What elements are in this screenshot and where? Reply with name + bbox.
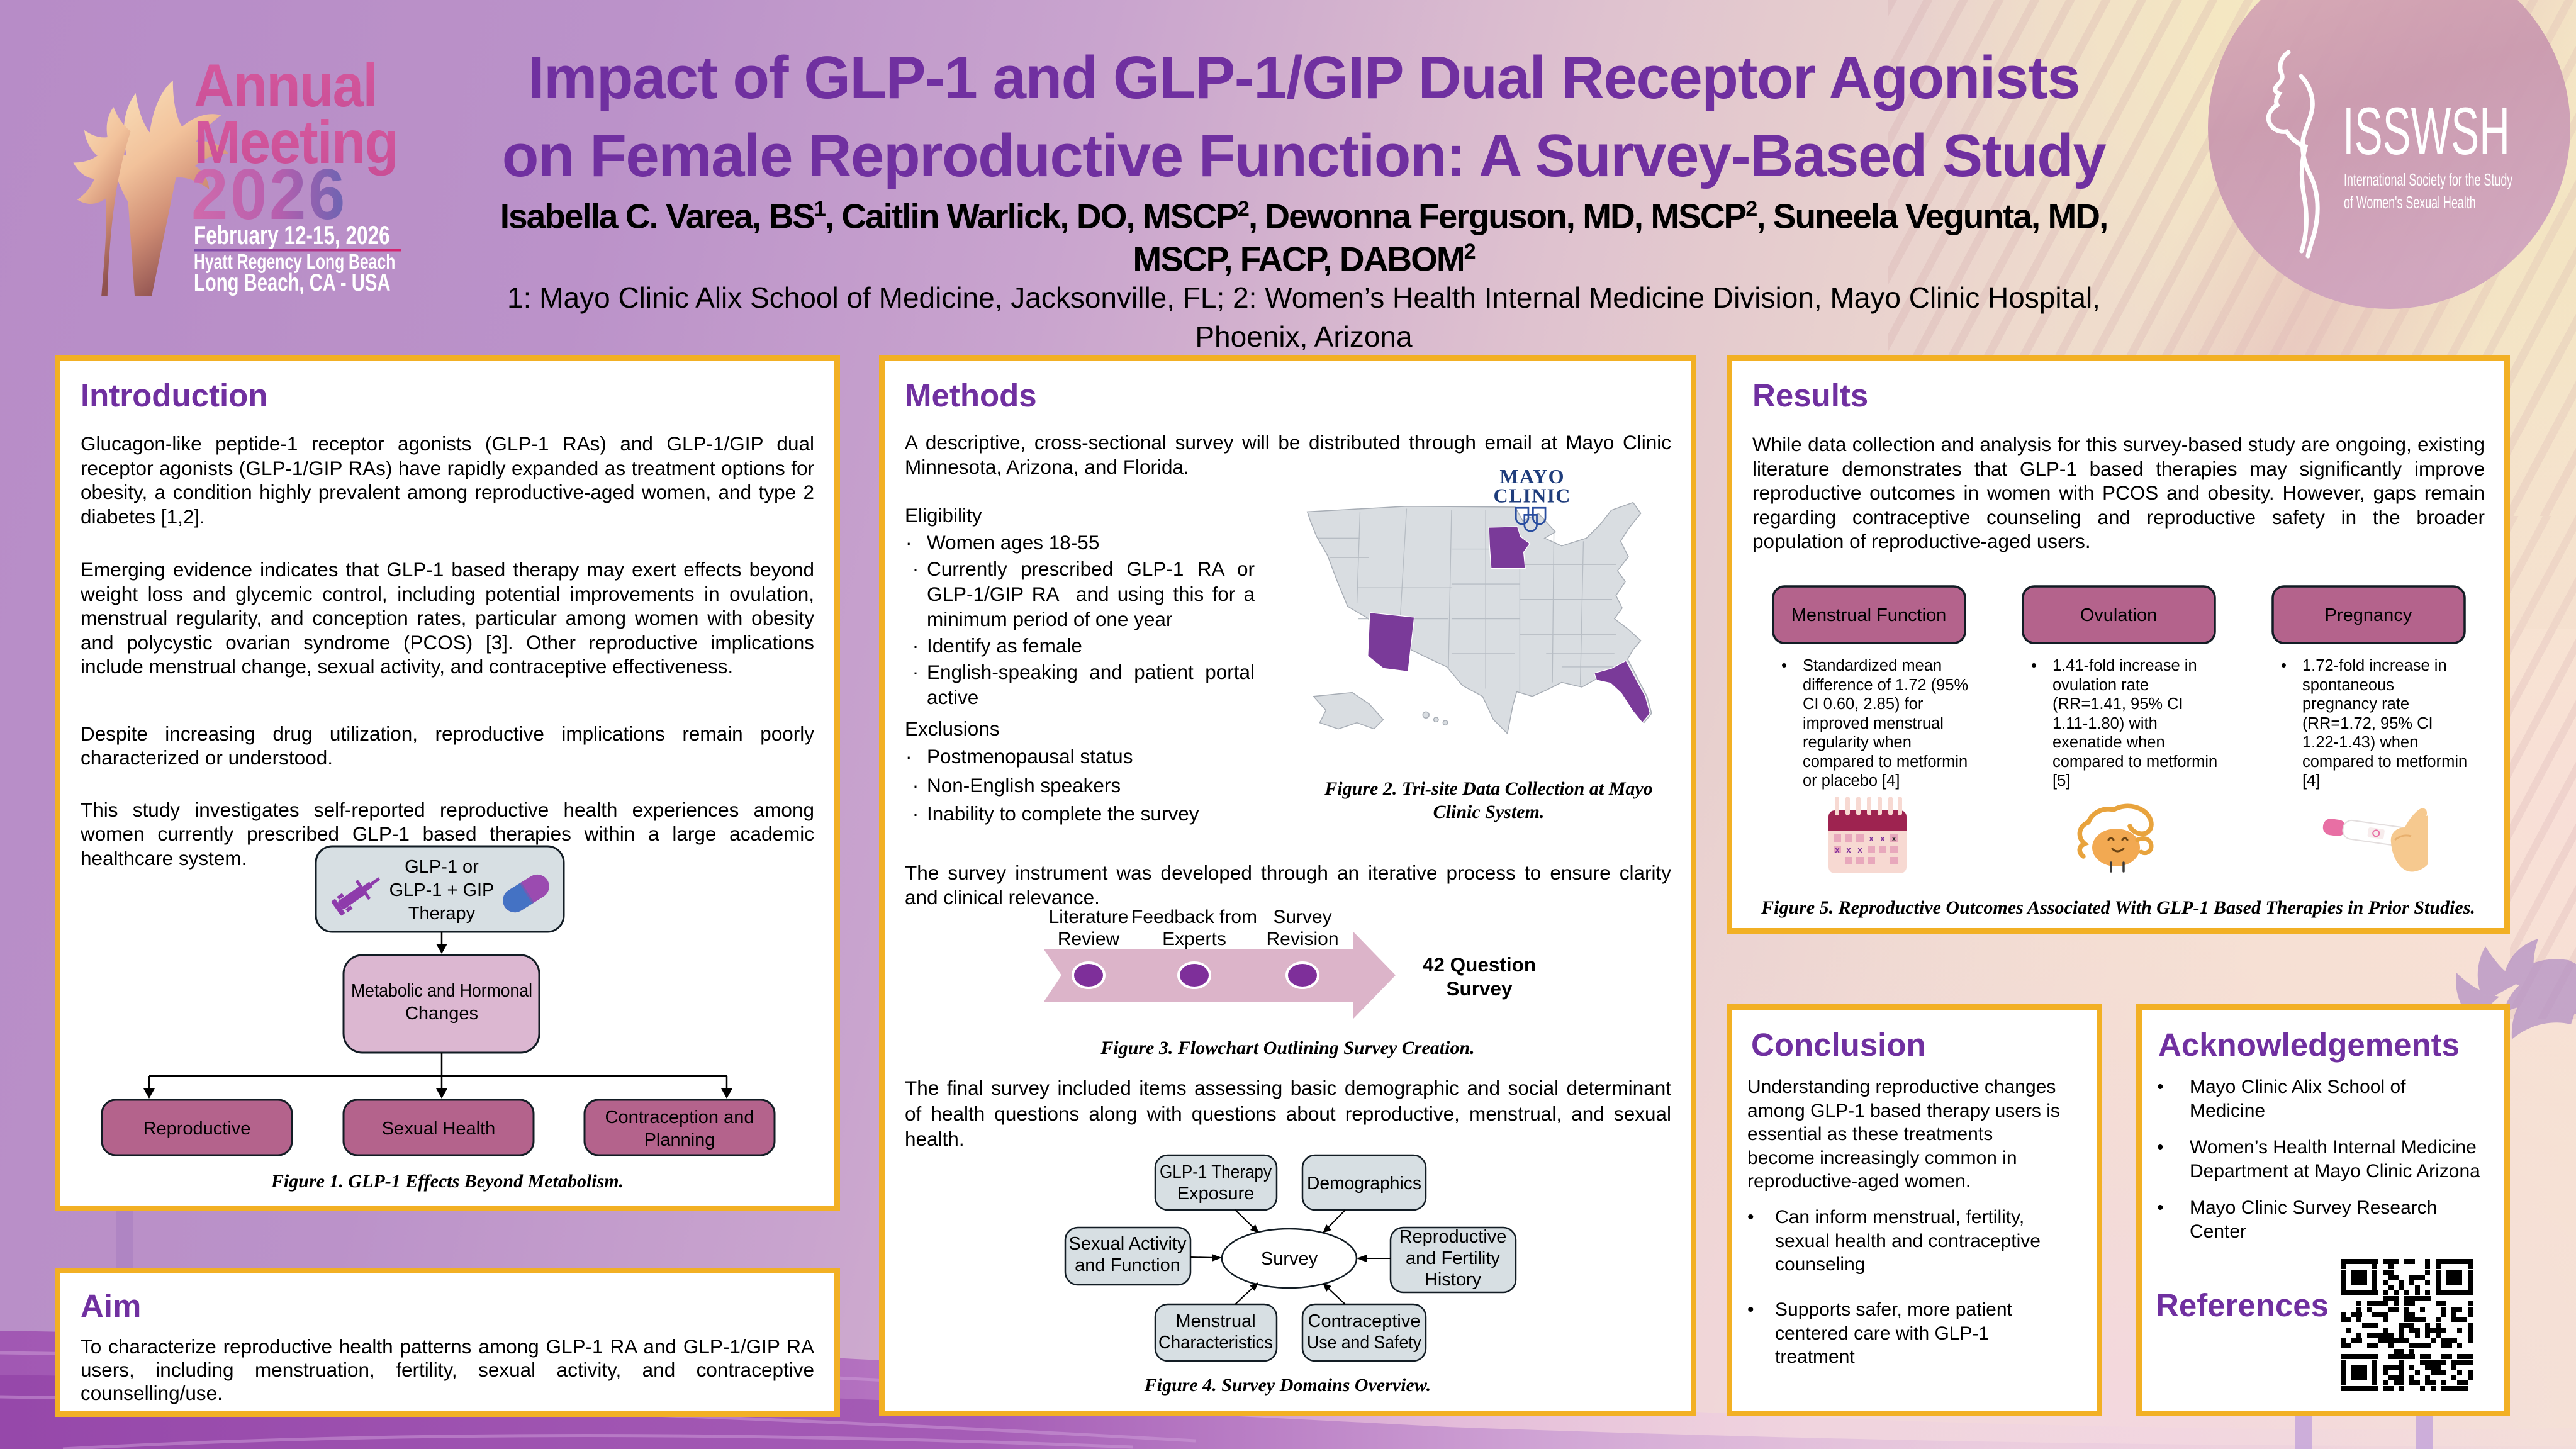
svg-text:Ovulation: Ovulation: [2080, 605, 2158, 625]
svg-text:of Women's Sexual Health: of Women's Sexual Health: [2344, 193, 2476, 212]
svg-text:Revision: Revision: [1266, 929, 1338, 949]
svg-text:x: x: [1880, 834, 1885, 843]
svg-text:Reproductive: Reproductive: [1399, 1227, 1507, 1247]
svg-text:Menstrual Function: Menstrual Function: [1791, 605, 1947, 625]
svg-text:Demographics: Demographics: [1307, 1173, 1421, 1194]
svg-text:Contraception and: Contraception and: [605, 1107, 754, 1127]
svg-text:GLP-1 or: GLP-1 or: [405, 857, 479, 877]
svg-text:February 12-15, 2026: February 12-15, 2026: [194, 220, 390, 250]
svg-text:CLINIC: CLINIC: [1494, 484, 1571, 507]
svg-text:Metabolic and Hormonal: Metabolic and Hormonal: [351, 981, 532, 1001]
svg-text:GLP-1 Therapy: GLP-1 Therapy: [1160, 1162, 1272, 1182]
svg-text:GLP-1 + GIP: GLP-1 + GIP: [389, 880, 495, 900]
svg-text:Experts: Experts: [1162, 929, 1226, 949]
svg-text:and Fertility: and Fertility: [1406, 1248, 1500, 1268]
svg-text:Survey: Survey: [1261, 1249, 1318, 1269]
svg-text:2026: 2026: [191, 155, 347, 235]
svg-text:Hyatt Regency Long Beach: Hyatt Regency Long Beach: [194, 251, 395, 274]
svg-text:Annual: Annual: [194, 53, 377, 120]
svg-text:Use and Safety: Use and Safety: [1307, 1333, 1421, 1353]
svg-text:and Function: and Function: [1075, 1255, 1180, 1275]
svg-text:Changes: Changes: [405, 1004, 478, 1024]
svg-text:Long Beach, CA - USA: Long Beach, CA - USA: [194, 269, 391, 296]
svg-text:x: x: [1846, 845, 1851, 854]
svg-text:x: x: [1891, 834, 1896, 843]
svg-text:International Society for the: International Society for the Study: [2344, 170, 2513, 189]
svg-text:Pregnancy: Pregnancy: [2325, 605, 2412, 625]
svg-text:Feedback from: Feedback from: [1131, 907, 1257, 927]
svg-text:MAYO: MAYO: [1499, 465, 1564, 488]
svg-text:Exposure: Exposure: [1177, 1183, 1255, 1204]
svg-text:Menstrual: Menstrual: [1175, 1311, 1255, 1331]
svg-text:Sexual Health: Sexual Health: [382, 1119, 496, 1139]
svg-text:Meeting: Meeting: [194, 108, 398, 176]
svg-text:Reproductive: Reproductive: [143, 1119, 251, 1139]
svg-text:x: x: [1857, 845, 1862, 854]
svg-text:x: x: [1835, 845, 1840, 854]
svg-text:Review: Review: [1058, 929, 1120, 949]
svg-text:Planning: Planning: [644, 1130, 715, 1150]
svg-text:Contraceptive: Contraceptive: [1308, 1311, 1421, 1331]
svg-text:Literature: Literature: [1049, 907, 1129, 927]
svg-text:ISSWSH: ISSWSH: [2343, 93, 2510, 169]
svg-text:Therapy: Therapy: [408, 904, 476, 924]
svg-text:Characteristics: Characteristics: [1158, 1333, 1273, 1353]
svg-text:History: History: [1425, 1270, 1482, 1290]
svg-text:x: x: [1869, 834, 1874, 843]
svg-text:Survey: Survey: [1273, 907, 1331, 927]
svg-text:Sexual Activity: Sexual Activity: [1069, 1234, 1187, 1254]
